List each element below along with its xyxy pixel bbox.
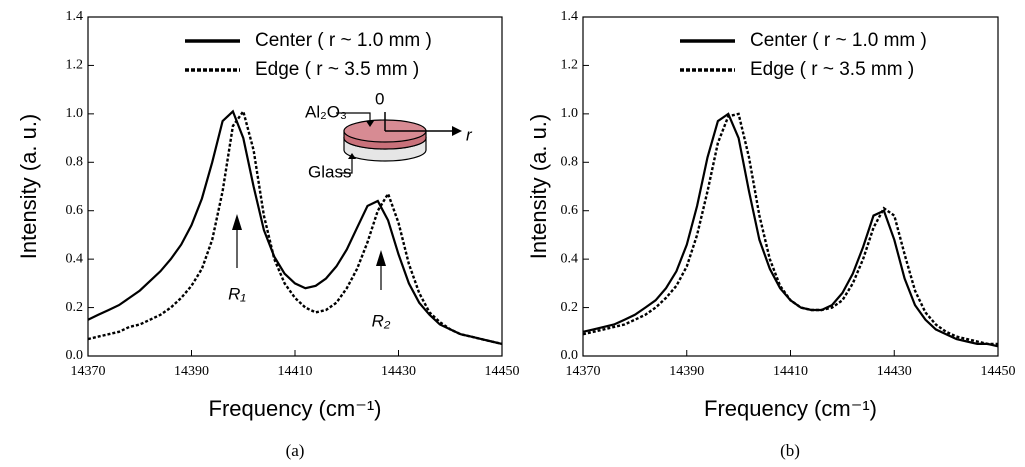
sample-inset <box>336 112 462 174</box>
legend-label: Edge ( r ~ 3.5 mm ) <box>255 59 419 80</box>
y-axis-label: Intensity (a. u.) <box>526 114 551 260</box>
y-tick-label: 0.6 <box>66 203 84 218</box>
y-tick-label: 1.2 <box>66 58 84 73</box>
annotation: 0 <box>375 89 384 108</box>
y-tick-label: 0.8 <box>561 155 579 170</box>
x-tick-label: 14390 <box>174 364 209 379</box>
y-tick-label: 1.4 <box>561 9 579 24</box>
y-tick-label: 0.8 <box>66 155 84 170</box>
x-tick-label: 14370 <box>566 364 601 379</box>
peak-arrows <box>232 214 386 290</box>
y-tick-label: 0.4 <box>561 251 579 266</box>
annotation: Al₂O₃ <box>305 102 347 121</box>
series-line <box>87 109 503 345</box>
y-tick-label: 1.2 <box>561 58 579 73</box>
series-line <box>582 112 999 348</box>
legend-label: Center ( r ~ 1.0 mm ) <box>750 30 927 51</box>
series-line <box>582 112 998 346</box>
caption: (a) <box>286 441 305 460</box>
y-tick-label: 1.0 <box>561 106 579 121</box>
x-tick-label: 14450 <box>485 364 520 379</box>
legend-label: Center ( r ~ 1.0 mm ) <box>255 30 432 51</box>
y-tick-label: 0.2 <box>66 300 84 315</box>
x-axis-label: Frequency (cm⁻¹) <box>704 396 877 421</box>
annotation: R₁ <box>228 284 246 303</box>
legend-label: Edge ( r ~ 3.5 mm ) <box>750 59 914 80</box>
x-tick-label: 14450 <box>981 364 1016 379</box>
y-tick-label: 0.0 <box>561 348 579 363</box>
annotation: Glass <box>308 162 351 181</box>
x-tick-label: 14410 <box>773 364 808 379</box>
x-tick-label: 14390 <box>669 364 704 379</box>
y-axis-label: Intensity (a. u.) <box>16 114 41 260</box>
y-tick-label: 1.0 <box>66 106 84 121</box>
y-tick-label: 0.4 <box>66 251 84 266</box>
annotation: R₂ <box>372 311 391 330</box>
x-tick-label: 14430 <box>877 364 912 379</box>
x-tick-label: 14430 <box>381 364 416 379</box>
x-tick-label: 14410 <box>278 364 313 379</box>
y-tick-label: 0.6 <box>561 203 579 218</box>
x-axis-label: Frequency (cm⁻¹) <box>209 396 382 421</box>
y-tick-label: 0.0 <box>66 348 84 363</box>
caption: (b) <box>780 441 800 460</box>
y-tick-label: 1.4 <box>66 9 84 24</box>
series-line <box>87 108 503 346</box>
x-tick-label: 14370 <box>71 364 106 379</box>
annotation: r <box>466 125 473 144</box>
y-tick-label: 0.2 <box>561 300 579 315</box>
